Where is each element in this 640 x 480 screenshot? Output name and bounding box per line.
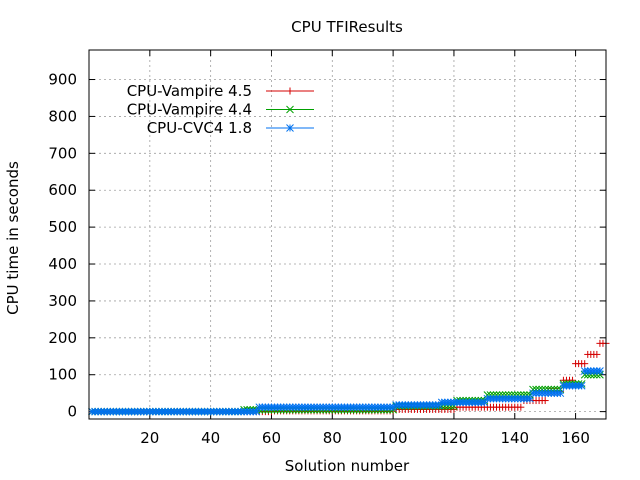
plot-frame <box>88 49 607 420</box>
x-tick-label: 120 <box>440 429 469 447</box>
y-tick-label: 900 <box>48 71 77 89</box>
marker-stroke <box>577 381 586 390</box>
y-tick-label: 800 <box>48 107 77 125</box>
y-tick-label: 600 <box>48 181 77 199</box>
data-point <box>581 360 589 368</box>
y-tick-label: 200 <box>48 329 77 347</box>
y-tick-label: 300 <box>48 292 77 310</box>
y-tick-label: 100 <box>48 366 77 384</box>
data-point <box>556 389 565 398</box>
data-point <box>252 407 261 416</box>
y-tick-label: 0 <box>67 403 77 421</box>
y-tick-label: 700 <box>48 144 77 162</box>
series-cpu-vampire-4-5 <box>88 339 610 416</box>
x-tick-label: 160 <box>561 429 590 447</box>
marker-stroke <box>596 367 604 375</box>
y-tick-label: 500 <box>48 218 77 236</box>
legend-label: CPU-Vampire 4.4 <box>127 101 252 119</box>
x-tick-label: 100 <box>379 429 408 447</box>
y-axis-title: CPU time in seconds <box>4 161 22 315</box>
legend-marker <box>286 87 294 95</box>
data-point <box>577 381 586 390</box>
data-point <box>596 367 604 375</box>
x-axis-title: Solution number <box>285 457 410 475</box>
marker-stroke <box>252 407 261 416</box>
x-tick-label: 20 <box>140 429 159 447</box>
tick-layer: 20 40 60 80 100 120 140 160 0 100 200 300 400 500 600 7… <box>48 50 606 447</box>
x-tick-label: 140 <box>500 429 529 447</box>
data-point <box>541 397 549 405</box>
legend-marker <box>286 105 294 114</box>
grid-layer <box>89 50 606 419</box>
legend-marker <box>286 124 294 132</box>
x-tick-label: 40 <box>201 429 220 447</box>
marker-stroke <box>286 124 294 132</box>
marker-stroke <box>556 389 565 398</box>
x-tick-label: 60 <box>262 429 281 447</box>
chart-title: CPU TFIResults <box>291 18 403 36</box>
x-tick-label: 80 <box>323 429 342 447</box>
series-cpu-cvc4-1-8 <box>88 367 604 416</box>
data-point <box>593 350 601 358</box>
y-tick-label: 400 <box>48 255 77 273</box>
marker-stroke <box>286 105 294 114</box>
data-point <box>517 403 525 411</box>
legend-label: CPU-Vampire 4.5 <box>127 82 252 100</box>
series-layer <box>88 339 610 416</box>
legend-label: CPU-CVC4 1.8 <box>147 119 252 137</box>
